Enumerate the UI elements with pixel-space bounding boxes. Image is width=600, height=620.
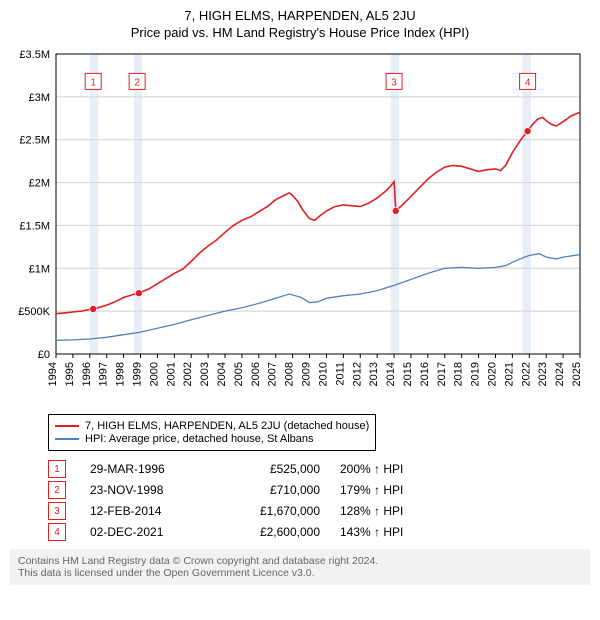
tx-pct: 200% ↑ HPI (340, 462, 450, 476)
marker-badge: 4 (48, 523, 66, 541)
svg-text:2011: 2011 (334, 362, 346, 386)
tx-date: 29-MAR-1996 (90, 462, 210, 476)
svg-text:1997: 1997 (98, 362, 110, 386)
legend-swatch (55, 438, 79, 440)
tx-pct: 179% ↑ HPI (340, 483, 450, 497)
legend-label: HPI: Average price, detached house, St A… (85, 433, 314, 445)
svg-text:2018: 2018 (453, 362, 465, 386)
svg-text:2004: 2004 (216, 362, 228, 386)
legend-item: HPI: Average price, detached house, St A… (55, 433, 369, 445)
marker-badge: 1 (48, 460, 66, 478)
svg-text:£3M: £3M (29, 92, 50, 104)
svg-text:£500K: £500K (18, 306, 50, 318)
svg-text:1994: 1994 (47, 362, 59, 386)
svg-text:2003: 2003 (199, 362, 211, 386)
legend-swatch (55, 425, 79, 427)
chart-title: 7, HIGH ELMS, HARPENDEN, AL5 2JU (10, 8, 590, 23)
svg-text:2007: 2007 (267, 362, 279, 386)
svg-text:£2.5M: £2.5M (19, 135, 50, 147)
legend-label: 7, HIGH ELMS, HARPENDEN, AL5 2JU (detach… (85, 420, 369, 432)
svg-text:2010: 2010 (317, 362, 329, 386)
svg-text:1998: 1998 (115, 362, 127, 386)
svg-text:2025: 2025 (571, 362, 583, 386)
svg-text:2023: 2023 (537, 362, 549, 386)
chart-subtitle: Price paid vs. HM Land Registry's House … (10, 25, 590, 40)
marker-badge: 3 (48, 502, 66, 520)
svg-text:£2M: £2M (29, 178, 50, 190)
svg-text:2015: 2015 (402, 362, 414, 386)
svg-text:2000: 2000 (148, 362, 160, 386)
svg-text:2009: 2009 (301, 362, 313, 386)
svg-text:1996: 1996 (81, 362, 93, 386)
svg-text:1999: 1999 (132, 362, 144, 386)
svg-text:2013: 2013 (368, 362, 380, 386)
svg-text:2022: 2022 (520, 362, 532, 386)
svg-text:2019: 2019 (470, 362, 482, 386)
footnote: Contains HM Land Registry data © Crown c… (10, 549, 590, 585)
svg-text:2005: 2005 (233, 362, 245, 386)
svg-text:2014: 2014 (385, 362, 397, 386)
svg-text:£1M: £1M (29, 263, 50, 275)
svg-text:£1.5M: £1.5M (19, 220, 50, 232)
svg-text:2001: 2001 (165, 362, 177, 386)
svg-text:4: 4 (525, 77, 531, 88)
chart-plot: £0 £500K £1M £1.5M £2M £2.5M £3M £3.5M 1994 1995 1… (10, 46, 590, 406)
svg-text:2002: 2002 (182, 362, 194, 386)
svg-text:2017: 2017 (436, 362, 448, 386)
table-row: 3 12-FEB-2014£1,670,000128% ↑ HPI (48, 502, 590, 520)
svg-text:2012: 2012 (351, 362, 363, 386)
svg-text:2006: 2006 (250, 362, 262, 386)
tx-date: 02-DEC-2021 (90, 525, 210, 539)
tx-price: £710,000 (210, 483, 340, 497)
tx-pct: 128% ↑ HPI (340, 504, 450, 518)
svg-text:£0: £0 (38, 349, 50, 361)
svg-text:2016: 2016 (419, 362, 431, 386)
svg-text:2: 2 (134, 77, 140, 88)
footnote-line: Contains HM Land Registry data © Crown c… (18, 555, 582, 567)
svg-text:2020: 2020 (486, 362, 498, 386)
legend-item: 7, HIGH ELMS, HARPENDEN, AL5 2JU (detach… (55, 420, 369, 432)
svg-text:1995: 1995 (64, 362, 76, 386)
svg-text:3: 3 (391, 77, 397, 88)
marker-badge: 2 (48, 481, 66, 499)
table-row: 2 23-NOV-1998£710,000179% ↑ HPI (48, 481, 590, 499)
transaction-table: 1 29-MAR-1996£525,000200% ↑ HPI 2 23-NOV-19… (48, 460, 590, 541)
svg-text:2021: 2021 (503, 362, 515, 386)
tx-date: 23-NOV-1998 (90, 483, 210, 497)
table-row: 4 02-DEC-2021£2,600,000143% ↑ HPI (48, 523, 590, 541)
svg-text:1: 1 (90, 77, 96, 88)
tx-price: £525,000 (210, 462, 340, 476)
svg-text:£3.5M: £3.5M (19, 49, 50, 61)
tx-price: £2,600,000 (210, 525, 340, 539)
table-row: 1 29-MAR-1996£525,000200% ↑ HPI (48, 460, 590, 478)
svg-text:2008: 2008 (284, 362, 296, 386)
tx-date: 12-FEB-2014 (90, 504, 210, 518)
legend: 7, HIGH ELMS, HARPENDEN, AL5 2JU (detach… (48, 414, 376, 451)
svg-text:2024: 2024 (554, 362, 566, 386)
tx-pct: 143% ↑ HPI (340, 525, 450, 539)
tx-price: £1,670,000 (210, 504, 340, 518)
chart-container: 7, HIGH ELMS, HARPENDEN, AL5 2JU Price p… (0, 0, 600, 595)
footnote-line: This data is licensed under the Open Gov… (18, 567, 582, 579)
